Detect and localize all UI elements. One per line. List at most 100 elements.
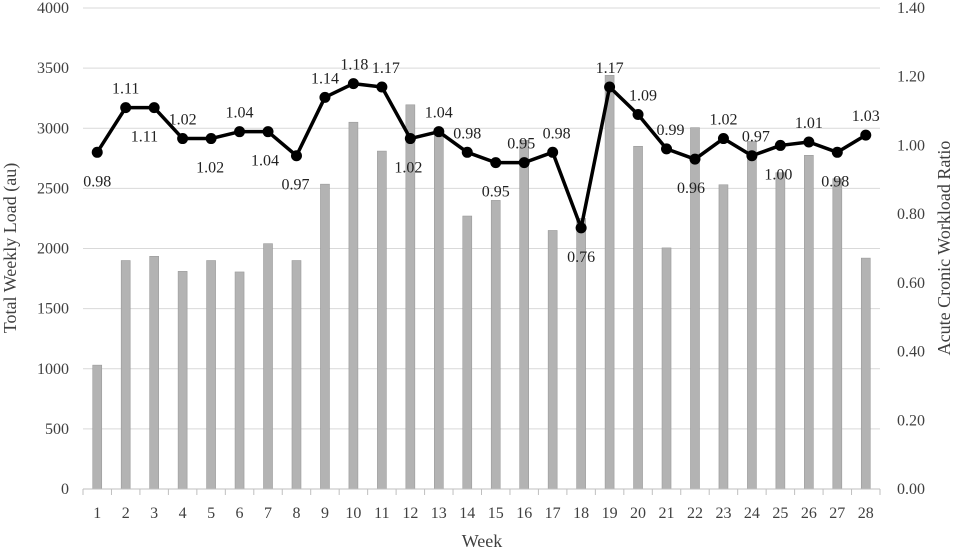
acwr-marker [661,143,673,155]
acwr-marker [120,102,132,114]
acwr-data-label: 1.09 [629,88,657,105]
bar [832,178,843,490]
bar [775,172,786,490]
acwr-data-label: 1.00 [764,166,792,183]
acwr-data-label: 1.11 [131,129,158,146]
acwr-marker [290,150,302,162]
x-tick-label: 28 [858,505,874,522]
x-tick-label: 9 [321,505,329,522]
y-tick-label: 0 [61,481,69,498]
acwr-data-label: 1.17 [372,60,400,77]
x-tick-label: 20 [630,505,646,522]
acwr-data-label: 0.76 [567,249,595,266]
x-tick-label: 15 [488,505,504,522]
acwr-marker [518,157,530,169]
bar [462,215,473,490]
acwr-data-label: 0.95 [482,184,510,201]
x-tick-label: 13 [431,505,447,522]
y2-tick-label: 0.80 [897,206,925,223]
bar [377,150,387,490]
acwr-marker [746,150,758,162]
acwr-marker [347,78,359,90]
acwr-line-series [91,78,872,234]
bar [234,271,245,490]
x-tick-label: 24 [744,505,760,522]
acwr-data-label: 0.98 [543,125,571,142]
acwr-marker [376,81,388,93]
acwr-data-label: 1.01 [795,115,823,132]
bar [804,155,814,490]
bar [263,243,273,490]
acwr-marker [319,91,331,103]
y-tick-label: 1500 [37,301,69,318]
acwr-marker [547,146,559,158]
bar [320,183,330,490]
acwr-marker [831,146,843,158]
y-tick-label: 4000 [37,0,69,17]
bar [206,260,216,490]
gridlines [83,7,880,430]
data-labels: 0.981.111.111.021.021.041.040.971.141.18… [83,57,880,266]
y-tick-label: 3000 [37,120,69,137]
x-tick-label: 25 [772,505,788,522]
bar [747,141,757,490]
acwr-data-label: 1.04 [226,105,254,122]
acwr-marker [803,136,815,148]
acwr-marker [234,126,246,138]
acwr-data-label: 0.98 [821,173,849,190]
x-tick-label: 7 [264,505,272,522]
x-tick-label: 18 [573,505,589,522]
x-tick-label: 3 [150,505,158,522]
acwr-data-label: 1.11 [112,81,139,98]
x-tick-label: 22 [687,505,703,522]
acwr-data-label: 0.96 [677,180,705,197]
y-tick-label: 500 [45,421,69,438]
bar [604,75,615,490]
acwr-marker [632,109,644,121]
x-tick-label: 26 [801,505,817,522]
acwr-data-label: 1.02 [196,160,224,177]
acwr-data-label: 0.98 [83,173,111,190]
y-tick-label: 2500 [37,180,69,197]
bar [291,260,302,490]
x-axis-title: Week [462,531,503,550]
y2-tick-label: 0.60 [897,275,925,292]
acwr-marker [148,102,160,114]
acwr-data-label: 1.02 [169,112,197,129]
acwr-data-label: 0.97 [281,177,309,194]
bar [661,247,672,490]
y-axis-title: Total Weekly Load (au) [0,163,21,333]
x-tick-label: 10 [345,505,361,522]
acwr-data-label: 0.98 [453,125,481,142]
acwr-data-label: 1.02 [709,112,737,129]
acwr-marker [490,157,502,169]
x-tick-label: 17 [545,505,561,522]
y-tick-label: 2000 [37,241,69,258]
acwr-marker [575,222,587,234]
bar [120,260,131,490]
y2-tick-label: 0.40 [897,344,925,361]
bar [490,200,501,490]
x-tick-label: 19 [602,505,618,522]
x-tick-label: 2 [122,505,130,522]
acwr-marker [262,126,274,138]
acwr-data-label: 0.97 [742,129,770,146]
x-tick-label: 1 [93,505,101,522]
acwr-data-label: 1.17 [596,60,624,77]
acwr-marker [774,139,786,151]
acwr-data-label: 1.18 [340,57,368,74]
x-tick-label: 23 [715,505,731,522]
acwr-data-label: 1.02 [394,160,422,177]
acwr-marker [604,81,616,93]
x-tick-label: 27 [829,505,845,522]
x-tick-label: 14 [459,505,475,522]
acwr-marker [91,146,103,158]
acwr-data-label: 0.99 [657,122,685,139]
y-tick-label: 3500 [37,60,69,77]
acwr-marker [461,146,473,158]
acwr-data-label: 1.03 [852,108,880,125]
y2-tick-label: 1.40 [897,0,925,17]
y-tick-label: 1000 [37,361,69,378]
acwr-data-label: 0.95 [507,136,535,153]
